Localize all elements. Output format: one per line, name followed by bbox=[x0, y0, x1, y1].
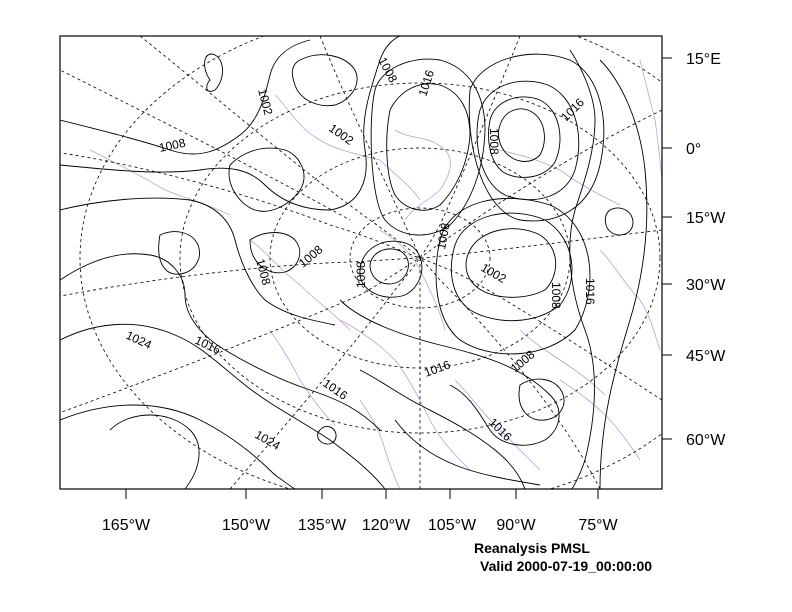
contour-label: 1024 bbox=[253, 427, 283, 453]
longitude-label: 135°W bbox=[298, 517, 347, 534]
contour-labels: 1008 1002 1008 1016 1002 1016 1008 1008 … bbox=[124, 55, 597, 453]
map-frame bbox=[59, 35, 663, 490]
contour-label: 1008 bbox=[354, 261, 368, 288]
graticule bbox=[60, 36, 662, 489]
latitude-label: 15°W bbox=[686, 210, 726, 227]
latitude-ticks bbox=[662, 57, 672, 440]
caption-valid-time: Valid 2000-07-19_00:00:00 bbox=[480, 558, 652, 574]
contour-label: 1002 bbox=[326, 121, 356, 148]
longitude-label: 165°W bbox=[102, 517, 151, 534]
latitude-label: 0° bbox=[686, 141, 701, 158]
contour-label: 1008 bbox=[434, 221, 452, 250]
longitude-ticks bbox=[125, 489, 599, 499]
contour-label: 1002 bbox=[479, 260, 509, 286]
contour-label: 1002 bbox=[255, 87, 276, 117]
contour-label: 1008 bbox=[158, 136, 187, 155]
contour-label: 1024 bbox=[124, 328, 154, 352]
contour-label: 1016 bbox=[422, 357, 452, 379]
longitude-label: 105°W bbox=[428, 517, 477, 534]
coastlines bbox=[89, 59, 662, 489]
latitude-labels: 15°E 0° 15°W 30°W 45°W 60°W bbox=[686, 51, 726, 449]
contour-label: 1008 bbox=[549, 282, 563, 309]
contour-label: 1008 bbox=[487, 128, 501, 155]
pmsl-contours bbox=[60, 36, 648, 489]
caption-title: Reanalysis PMSL bbox=[474, 540, 590, 556]
contour-label: 1016 bbox=[193, 333, 223, 357]
latitude-label: 30°W bbox=[686, 277, 726, 294]
longitude-label: 150°W bbox=[222, 517, 271, 534]
longitude-label: 90°W bbox=[496, 517, 536, 534]
contour-label: 1016 bbox=[320, 376, 350, 403]
contour-label: 1008 bbox=[296, 242, 326, 270]
contour-label: 1016 bbox=[558, 95, 587, 124]
latitude-label: 45°W bbox=[686, 348, 726, 365]
contour-label: 1016 bbox=[583, 278, 597, 305]
contour-label: 1008 bbox=[253, 257, 274, 287]
longitude-labels: 165°W 150°W 135°W 120°W 105°W 90°W 75°W bbox=[102, 517, 619, 534]
longitude-label: 120°W bbox=[362, 517, 411, 534]
latitude-label: 60°W bbox=[686, 432, 726, 449]
longitude-label: 75°W bbox=[578, 517, 618, 534]
latitude-label: 15°E bbox=[686, 51, 721, 68]
